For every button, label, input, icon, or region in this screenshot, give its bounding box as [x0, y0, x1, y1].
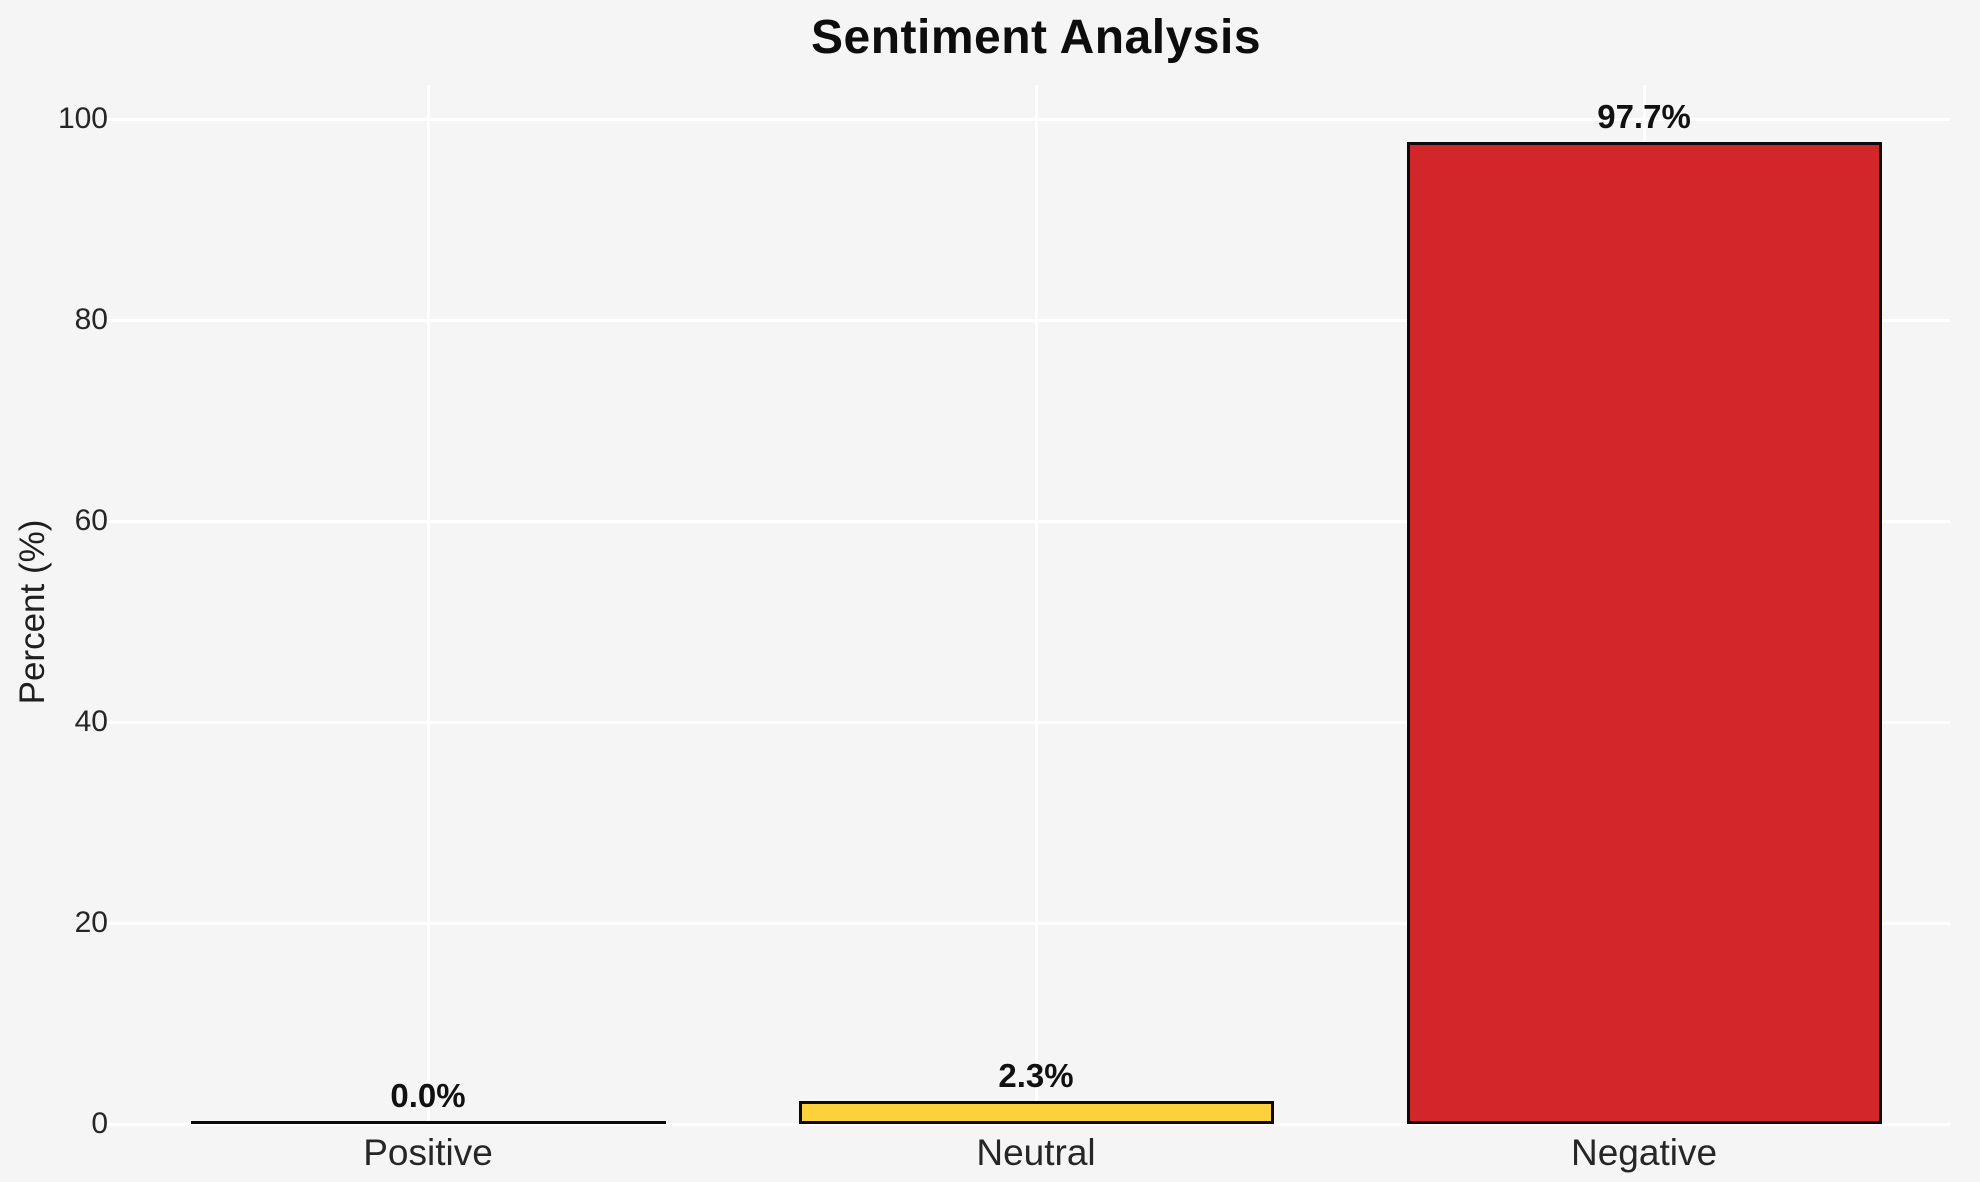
chart-title: Sentiment Analysis: [810, 11, 1262, 64]
y-tick-label: 100: [57, 102, 108, 135]
x-gridline: [1035, 85, 1038, 1124]
value-label-positive: 0.0%: [390, 1077, 466, 1114]
y-gridline: [105, 721, 1950, 724]
x-tick-label-positive: Positive: [363, 1132, 493, 1173]
value-label-neutral: 2.3%: [998, 1057, 1074, 1094]
y-tick-label: 40: [74, 705, 108, 738]
value-label-negative: 97.7%: [1597, 98, 1691, 135]
bar-positive: [190, 1121, 666, 1124]
y-gridline: [105, 922, 1950, 925]
x-tick-label-neutral: Neutral: [976, 1132, 1096, 1173]
y-tick-label: 80: [74, 303, 108, 336]
y-gridline: [105, 520, 1950, 523]
y-tick-label: 0: [91, 1107, 108, 1140]
y-tick-label: 20: [74, 906, 108, 939]
bar-neutral: [798, 1101, 1274, 1124]
y-gridline: [105, 118, 1950, 121]
y-gridline: [105, 1123, 1950, 1126]
x-tick-label-negative: Negative: [1570, 1132, 1718, 1173]
bar-negative: [1406, 142, 1882, 1124]
y-tick-label: 60: [74, 504, 108, 537]
y-gridline: [105, 319, 1950, 322]
x-gridline: [427, 85, 430, 1124]
